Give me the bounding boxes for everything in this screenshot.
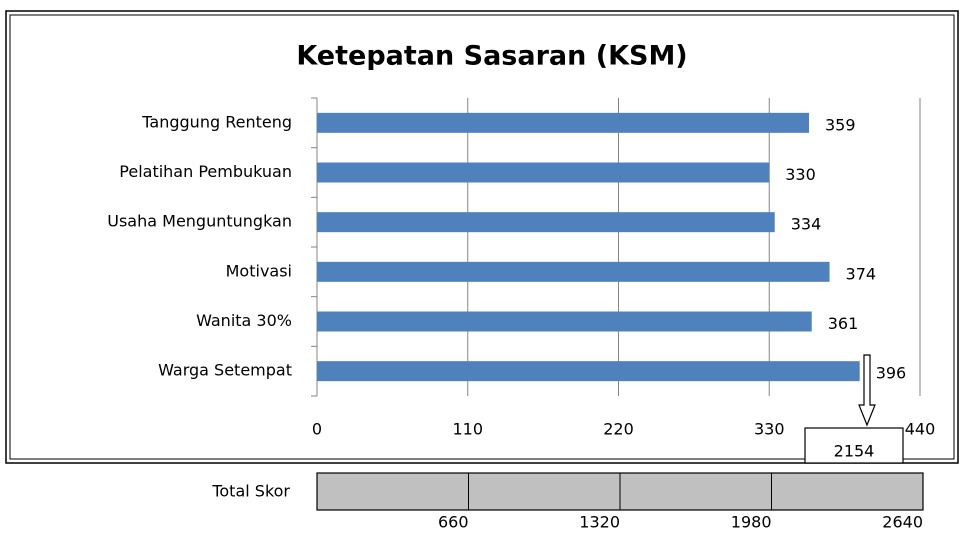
y-tick-label: Warga Setempat — [158, 361, 292, 380]
data-label: 374 — [846, 264, 877, 283]
data-label: 361 — [828, 314, 859, 333]
scale-tick-label: 1320 — [579, 513, 620, 532]
chart-frame — [5, 10, 959, 464]
data-label: 330 — [785, 165, 816, 184]
total-scale: Total Skor 660 1320 1980 2640 — [211, 472, 924, 532]
y-tick-label: Motivasi — [226, 261, 292, 280]
bar — [317, 112, 809, 133]
bar — [317, 311, 812, 332]
scale-tick-label: 1980 — [731, 513, 772, 532]
scale-label: Total Skor — [211, 482, 290, 501]
y-tick-label: Tanggung Renteng — [141, 112, 292, 131]
bar — [317, 261, 830, 282]
x-tick-label: 220 — [603, 420, 634, 439]
data-label: 334 — [791, 215, 822, 234]
x-tick-label: 440 — [905, 420, 936, 439]
y-tick-label: Wanita 30% — [196, 311, 292, 330]
chart-title: Ketepatan Sasaran (KSM) — [296, 41, 687, 72]
y-tick-label: Usaha Menguntungkan — [107, 212, 292, 231]
bar — [317, 361, 860, 382]
scale-tick-label: 660 — [438, 513, 469, 532]
bar — [317, 212, 775, 233]
x-tick-label: 110 — [452, 420, 483, 439]
scale-tick-label: 2640 — [882, 513, 923, 532]
y-tick-label: Pelatihan Pembukuan — [119, 162, 292, 181]
chart-frame-inner — [9, 14, 955, 460]
data-label: 359 — [825, 115, 856, 134]
x-tick-label: 0 — [312, 420, 322, 439]
x-tick-label: 330 — [754, 420, 785, 439]
annotation-arrow — [858, 354, 876, 427]
annotation-box — [804, 427, 904, 464]
bar — [317, 162, 770, 183]
plot: 0 110 220 330 440 Tanggung Renteng 359 Pelatiha… — [107, 97, 936, 439]
annotation: 2154 — [834, 442, 875, 461]
data-label: 396 — [876, 364, 907, 383]
